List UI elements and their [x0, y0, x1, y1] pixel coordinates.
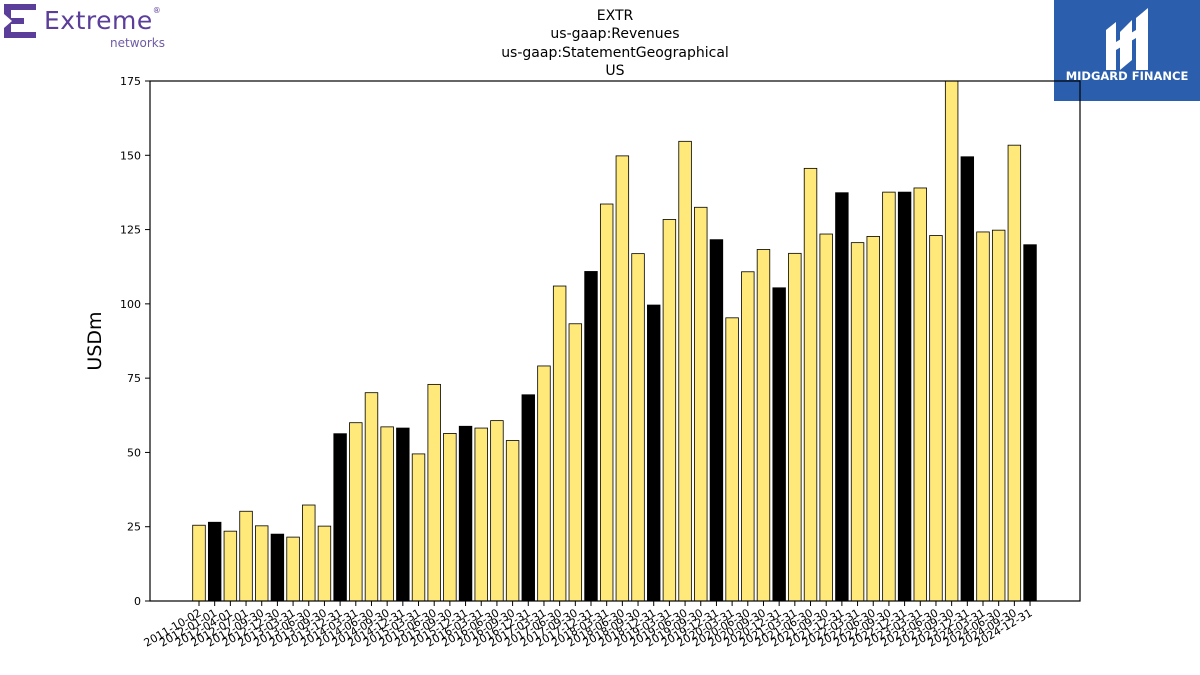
bar-2012-07-01: [239, 510, 253, 602]
plot-frame: [149, 80, 1081, 602]
bar-2024-03-31: [976, 231, 990, 602]
bar-series: [192, 80, 1037, 602]
y-tick-label: 75: [127, 372, 141, 385]
bar-2012-04-01: [223, 530, 238, 602]
bar-2018-12-31: [647, 304, 661, 602]
bar-2012-12-30: [270, 533, 285, 602]
bar-2019-12-31: [709, 239, 724, 602]
bar-2013-09-30: [317, 525, 332, 602]
bar-2021-09-30: [819, 233, 833, 602]
bar-2013-06-30: [302, 504, 316, 602]
bar-2014-12-31: [396, 427, 410, 602]
bar-2024-09-30: [1007, 144, 1022, 602]
bar-2016-12-31: [521, 394, 535, 602]
bar-2022-12-31: [897, 191, 912, 602]
y-tick-label: 0: [134, 595, 141, 608]
bar-2018-06-30: [615, 155, 630, 602]
midgard-logo-icon: [1106, 8, 1148, 70]
bar-2018-09-30: [631, 253, 645, 602]
bar-2020-03-31: [725, 317, 739, 602]
y-tick-label: 100: [120, 298, 141, 311]
bar-2015-12-31: [458, 425, 473, 602]
bar-2020-09-30: [756, 249, 771, 602]
bar-2021-06-30: [803, 167, 818, 602]
left-logo-text: Extreme®: [44, 6, 162, 35]
y-axis-label: USDm: [84, 311, 106, 370]
bar-2017-12-31: [584, 271, 598, 602]
midgard-finance-logo: MIDGARD FINANCE: [1054, 0, 1200, 101]
bar-2023-09-30: [944, 80, 959, 602]
title-line-1: EXTR: [596, 8, 634, 24]
bar-2015-06-30: [427, 383, 441, 602]
bar-2024-12-31: [1023, 244, 1037, 602]
bar-2020-06-30: [741, 271, 755, 602]
bar-2015-03-31: [411, 453, 426, 602]
title-line-2: us-gaap:Revenues: [550, 26, 680, 43]
right-logo-text: MIDGARD FINANCE: [1065, 69, 1189, 83]
chart-title: EXTR us-gaap:Revenues us-gaap:StatementG…: [415, 7, 815, 81]
bar-2012-09-30: [255, 525, 269, 602]
bar-2016-06-30: [490, 420, 504, 602]
bar-2024-06-30: [991, 229, 1006, 602]
bar-2012-01-01: [207, 521, 222, 602]
bar-2023-03-31: [913, 187, 927, 602]
bar-2023-06-30: [929, 235, 943, 602]
bar-2016-03-31: [474, 427, 488, 602]
bar-2019-09-30: [694, 206, 708, 602]
x-axis: 2011-10-022012-01-012012-04-012012-07-01…: [142, 601, 1035, 650]
y-tick-label: 125: [120, 224, 141, 237]
bar-2013-12-31: [333, 433, 347, 602]
bar-2013-03-31: [286, 536, 300, 602]
bar-2014-06-30: [364, 392, 379, 602]
bar-2017-03-31: [537, 365, 551, 602]
bar-2021-03-31: [788, 252, 802, 602]
extreme-logo-icon: [4, 4, 36, 38]
y-tick-label: 25: [127, 521, 141, 534]
y-axis: 0 25 50 75 100 125 150 175: [120, 75, 150, 608]
bar-2015-09-30: [443, 433, 457, 602]
bar-2020-12-31: [772, 287, 786, 602]
y-tick-label: 175: [120, 75, 141, 88]
bar-2019-06-30: [678, 140, 692, 602]
title-line-3: us-gaap:StatementGeographical: [501, 44, 729, 61]
bar-2019-03-31: [662, 219, 677, 602]
bar-2014-09-30: [380, 426, 394, 602]
bar-2017-06-30: [552, 285, 567, 602]
bar-2018-03-31: [599, 203, 614, 602]
bar-2016-09-30: [505, 440, 520, 602]
bar-2023-12-31: [960, 156, 975, 602]
y-tick-label: 50: [127, 446, 141, 459]
bar-2021-12-31: [835, 192, 849, 602]
extreme-networks-logo: Extreme® networks: [4, 4, 174, 50]
bar-2022-06-30: [866, 236, 880, 602]
bar-2011-10-02: [192, 524, 206, 602]
title-line-4: US: [605, 63, 625, 80]
bar-2022-09-30: [882, 191, 896, 602]
bar-2017-09-30: [568, 323, 583, 602]
bar-2022-03-31: [850, 242, 865, 602]
left-logo-subtext: networks: [110, 36, 165, 50]
bar-2014-03-31: [349, 422, 363, 602]
y-tick-label: 150: [120, 149, 141, 162]
